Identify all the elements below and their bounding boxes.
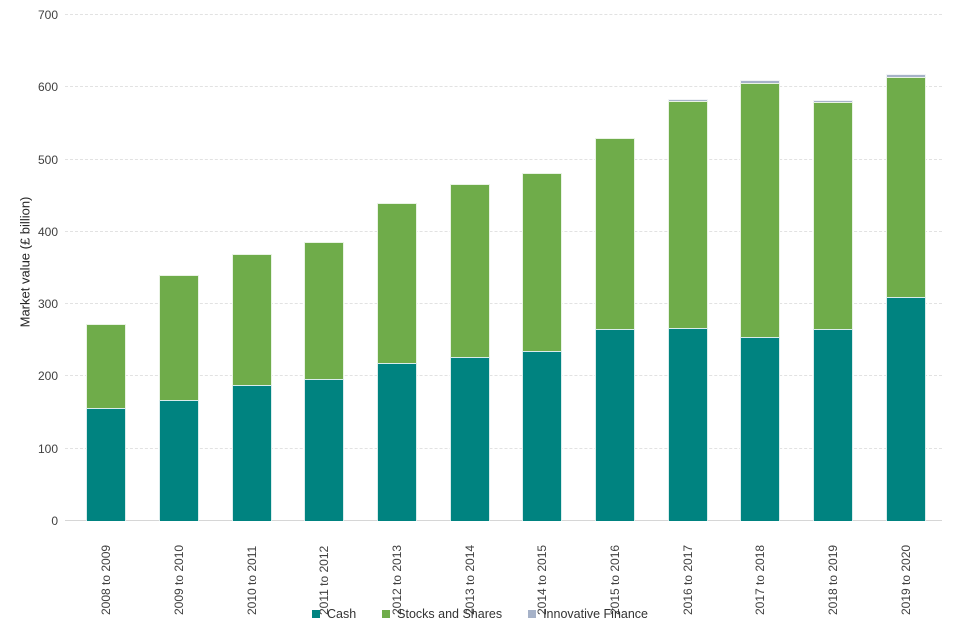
gridline [65, 303, 942, 305]
y-tick-label: 200 [37, 369, 58, 384]
legend-label: Innovative Finance [543, 607, 649, 621]
bar-segment-cash [667, 328, 708, 521]
bar-2014-to-2015 [522, 173, 563, 521]
x-tick-label-2018-to-2019: 2018 to 2019 [826, 544, 840, 615]
gridline [65, 375, 942, 377]
x-tick-label-2015-to-2016: 2015 to 2016 [608, 544, 622, 615]
bar-2009-to-2010 [159, 275, 199, 521]
bar-segment-stocks-and-shares [159, 275, 199, 400]
legend-swatch-cash [311, 610, 320, 618]
y-tick-label: 500 [37, 152, 58, 167]
bar-segment-stocks-and-shares [86, 324, 127, 408]
bar-2013-to-2014 [449, 184, 490, 521]
legend-swatch-stocks-and-shares [382, 610, 391, 618]
bar-segment-innovative-finance [813, 99, 853, 103]
bar-2011-to-2012 [304, 242, 345, 521]
bar-segment-stocks-and-shares [449, 184, 490, 357]
bar-2008-to-2009 [86, 324, 127, 521]
bar-segment-innovative-finance [667, 98, 708, 102]
bar-segment-cash [885, 296, 926, 521]
x-tick-label-2008-to-2009: 2008 to 2009 [99, 544, 114, 615]
bar-segment-cash [377, 362, 417, 521]
x-tick-label-2012-to-2013: 2012 to 2013 [390, 544, 404, 615]
x-tick-label-2010-to-2011: 2010 to 2011 [244, 545, 259, 615]
x-axis-line [65, 520, 942, 521]
x-tick-label-2017-to-2018: 2017 to 2018 [753, 544, 768, 615]
gridline [65, 14, 942, 15]
bar-2010-to-2011 [231, 253, 272, 521]
y-tick-label: 300 [37, 297, 58, 312]
bar-segment-cash [813, 328, 853, 521]
bar-segment-stocks-and-shares [304, 242, 345, 380]
bar-segment-cash [740, 337, 781, 521]
bar-segment-innovative-finance [885, 73, 926, 78]
legend-label: Cash [326, 607, 357, 621]
bar-segment-innovative-finance [740, 80, 781, 83]
bar-2012-to-2013 [377, 202, 417, 521]
bar-2018-to-2019 [813, 99, 853, 521]
legend-item-innovative-finance: Innovative Finance [528, 607, 648, 621]
gridline [65, 158, 942, 160]
bar-2019-to-2020 [885, 73, 926, 521]
legend-label: Stocks and Shares [397, 607, 503, 621]
bar-segment-stocks-and-shares [595, 137, 635, 329]
bar-2015-to-2016 [595, 137, 635, 521]
bar-segment-stocks-and-shares [813, 102, 853, 329]
bar-segment-cash [231, 385, 272, 521]
bar-segment-stocks-and-shares [740, 82, 781, 338]
bar-2016-to-2017 [667, 98, 708, 521]
bar-segment-cash [449, 356, 490, 521]
bar-segment-stocks-and-shares [667, 101, 708, 328]
x-tick-label-2011-to-2012: 2011 to 2012 [317, 545, 332, 615]
bar-segment-cash [159, 399, 199, 521]
x-tick-label-2014-to-2015: 2014 to 2015 [535, 544, 550, 615]
x-tick-label-2016-to-2017: 2016 to 2017 [680, 544, 695, 615]
legend-item-stocks-and-shares: Stocks and Shares [382, 607, 502, 621]
gridline [65, 447, 942, 449]
x-tick-label-2009-to-2010: 2009 to 2010 [172, 544, 186, 615]
bar-segment-stocks-and-shares [885, 77, 926, 297]
bar-segment-cash [86, 407, 127, 521]
gridline [65, 86, 942, 88]
y-tick-label: 100 [37, 441, 58, 456]
legend: Cash Stocks and Shares Innovative Finance [0, 607, 960, 621]
bar-segment-cash [595, 328, 635, 521]
y-tick-label: 400 [37, 224, 58, 239]
bar-segment-cash [304, 379, 345, 521]
legend-item-cash: Cash [311, 607, 357, 621]
bar-segment-stocks-and-shares [377, 202, 417, 363]
bar-segment-stocks-and-shares [231, 253, 272, 386]
y-tick-label: 700 [37, 8, 58, 22]
x-tick-label-2019-to-2020: 2019 to 2020 [898, 544, 913, 615]
y-tick-label: 600 [37, 80, 58, 95]
gridline [65, 230, 942, 232]
y-tick-label: 0 [51, 514, 58, 528]
bar-2017-to-2018 [740, 80, 781, 521]
plot-area [65, 14, 942, 521]
bar-segment-stocks-and-shares [522, 173, 563, 352]
legend-swatch-innovative-finance [528, 610, 537, 618]
x-tick-label-2013-to-2014: 2013 to 2014 [462, 544, 477, 615]
bar-segment-cash [522, 351, 563, 521]
